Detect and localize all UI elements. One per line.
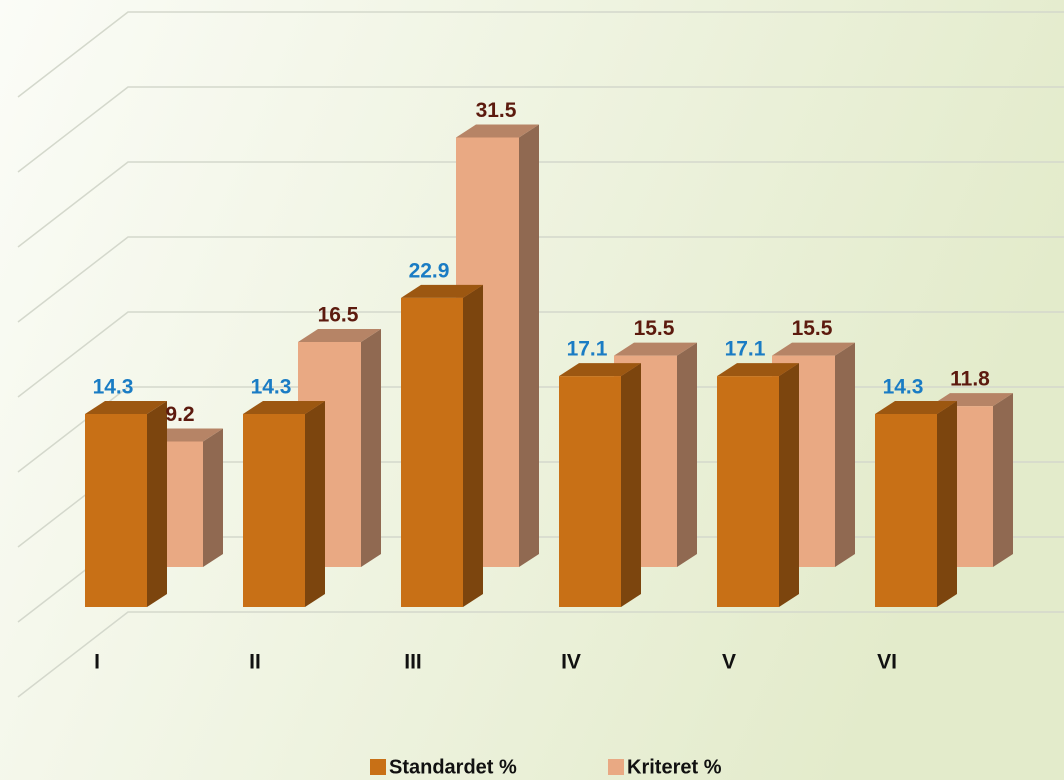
bar-face bbox=[243, 413, 305, 607]
bar-face bbox=[559, 376, 621, 607]
bar-face bbox=[147, 400, 167, 607]
x-tick-label: V bbox=[722, 651, 736, 674]
bar-face bbox=[298, 329, 381, 343]
bar-face bbox=[456, 124, 539, 138]
bar bbox=[559, 363, 641, 607]
x-tick-label: II bbox=[249, 651, 261, 674]
bar-face bbox=[835, 342, 855, 567]
bar-face bbox=[243, 400, 325, 414]
data-label: 17.1 bbox=[567, 338, 608, 361]
bar-face bbox=[937, 400, 957, 607]
data-label: 11.8 bbox=[950, 368, 990, 391]
bar bbox=[717, 363, 799, 607]
bar bbox=[243, 400, 325, 607]
legend-label: Standardet % bbox=[389, 756, 517, 778]
x-tick-label: VI bbox=[877, 651, 897, 674]
bar-face bbox=[875, 413, 937, 607]
grid-line bbox=[17, 11, 1064, 98]
data-label: 16.5 bbox=[318, 304, 359, 327]
x-tick-label: IV bbox=[561, 651, 581, 674]
x-tick-label: III bbox=[404, 651, 422, 674]
data-label: 17.1 bbox=[725, 338, 766, 361]
bar-face bbox=[85, 400, 167, 414]
data-label: 9.2 bbox=[165, 403, 194, 426]
legend-swatch bbox=[370, 759, 386, 775]
bar bbox=[85, 400, 167, 607]
bar-face bbox=[85, 413, 147, 607]
grid-line bbox=[17, 161, 1064, 248]
grid-line bbox=[17, 236, 1064, 323]
grid-line bbox=[17, 611, 1064, 698]
grid-line bbox=[17, 311, 1064, 398]
data-label: 15.5 bbox=[634, 317, 675, 340]
bar-face bbox=[401, 284, 483, 298]
x-tick-label: I bbox=[94, 651, 100, 674]
bar-face bbox=[361, 329, 381, 567]
bar-face bbox=[559, 363, 641, 377]
bar-face bbox=[779, 363, 799, 607]
bar-face bbox=[614, 342, 697, 356]
data-label: 22.9 bbox=[409, 259, 450, 282]
grid-line bbox=[17, 86, 1064, 173]
bar-face bbox=[677, 342, 697, 567]
data-label: 31.5 bbox=[476, 99, 517, 122]
bar-face bbox=[401, 297, 463, 607]
legend-label: Kriteret % bbox=[627, 756, 722, 778]
bar-face bbox=[305, 400, 325, 607]
bar bbox=[875, 400, 957, 607]
bar-face bbox=[203, 428, 223, 567]
bar-face bbox=[621, 363, 641, 607]
bar-face bbox=[993, 393, 1013, 567]
data-label: 15.5 bbox=[792, 317, 833, 340]
bar-face bbox=[772, 342, 855, 356]
data-label: 14.3 bbox=[93, 375, 134, 398]
bar-face bbox=[717, 376, 779, 607]
data-label: 14.3 bbox=[883, 375, 924, 398]
bar-face bbox=[875, 400, 957, 414]
bar-face bbox=[519, 124, 539, 567]
bar-face bbox=[463, 284, 483, 607]
data-label: 14.3 bbox=[251, 375, 292, 398]
bar-face bbox=[717, 363, 799, 377]
legend-swatch bbox=[608, 759, 624, 775]
bar bbox=[401, 284, 483, 607]
